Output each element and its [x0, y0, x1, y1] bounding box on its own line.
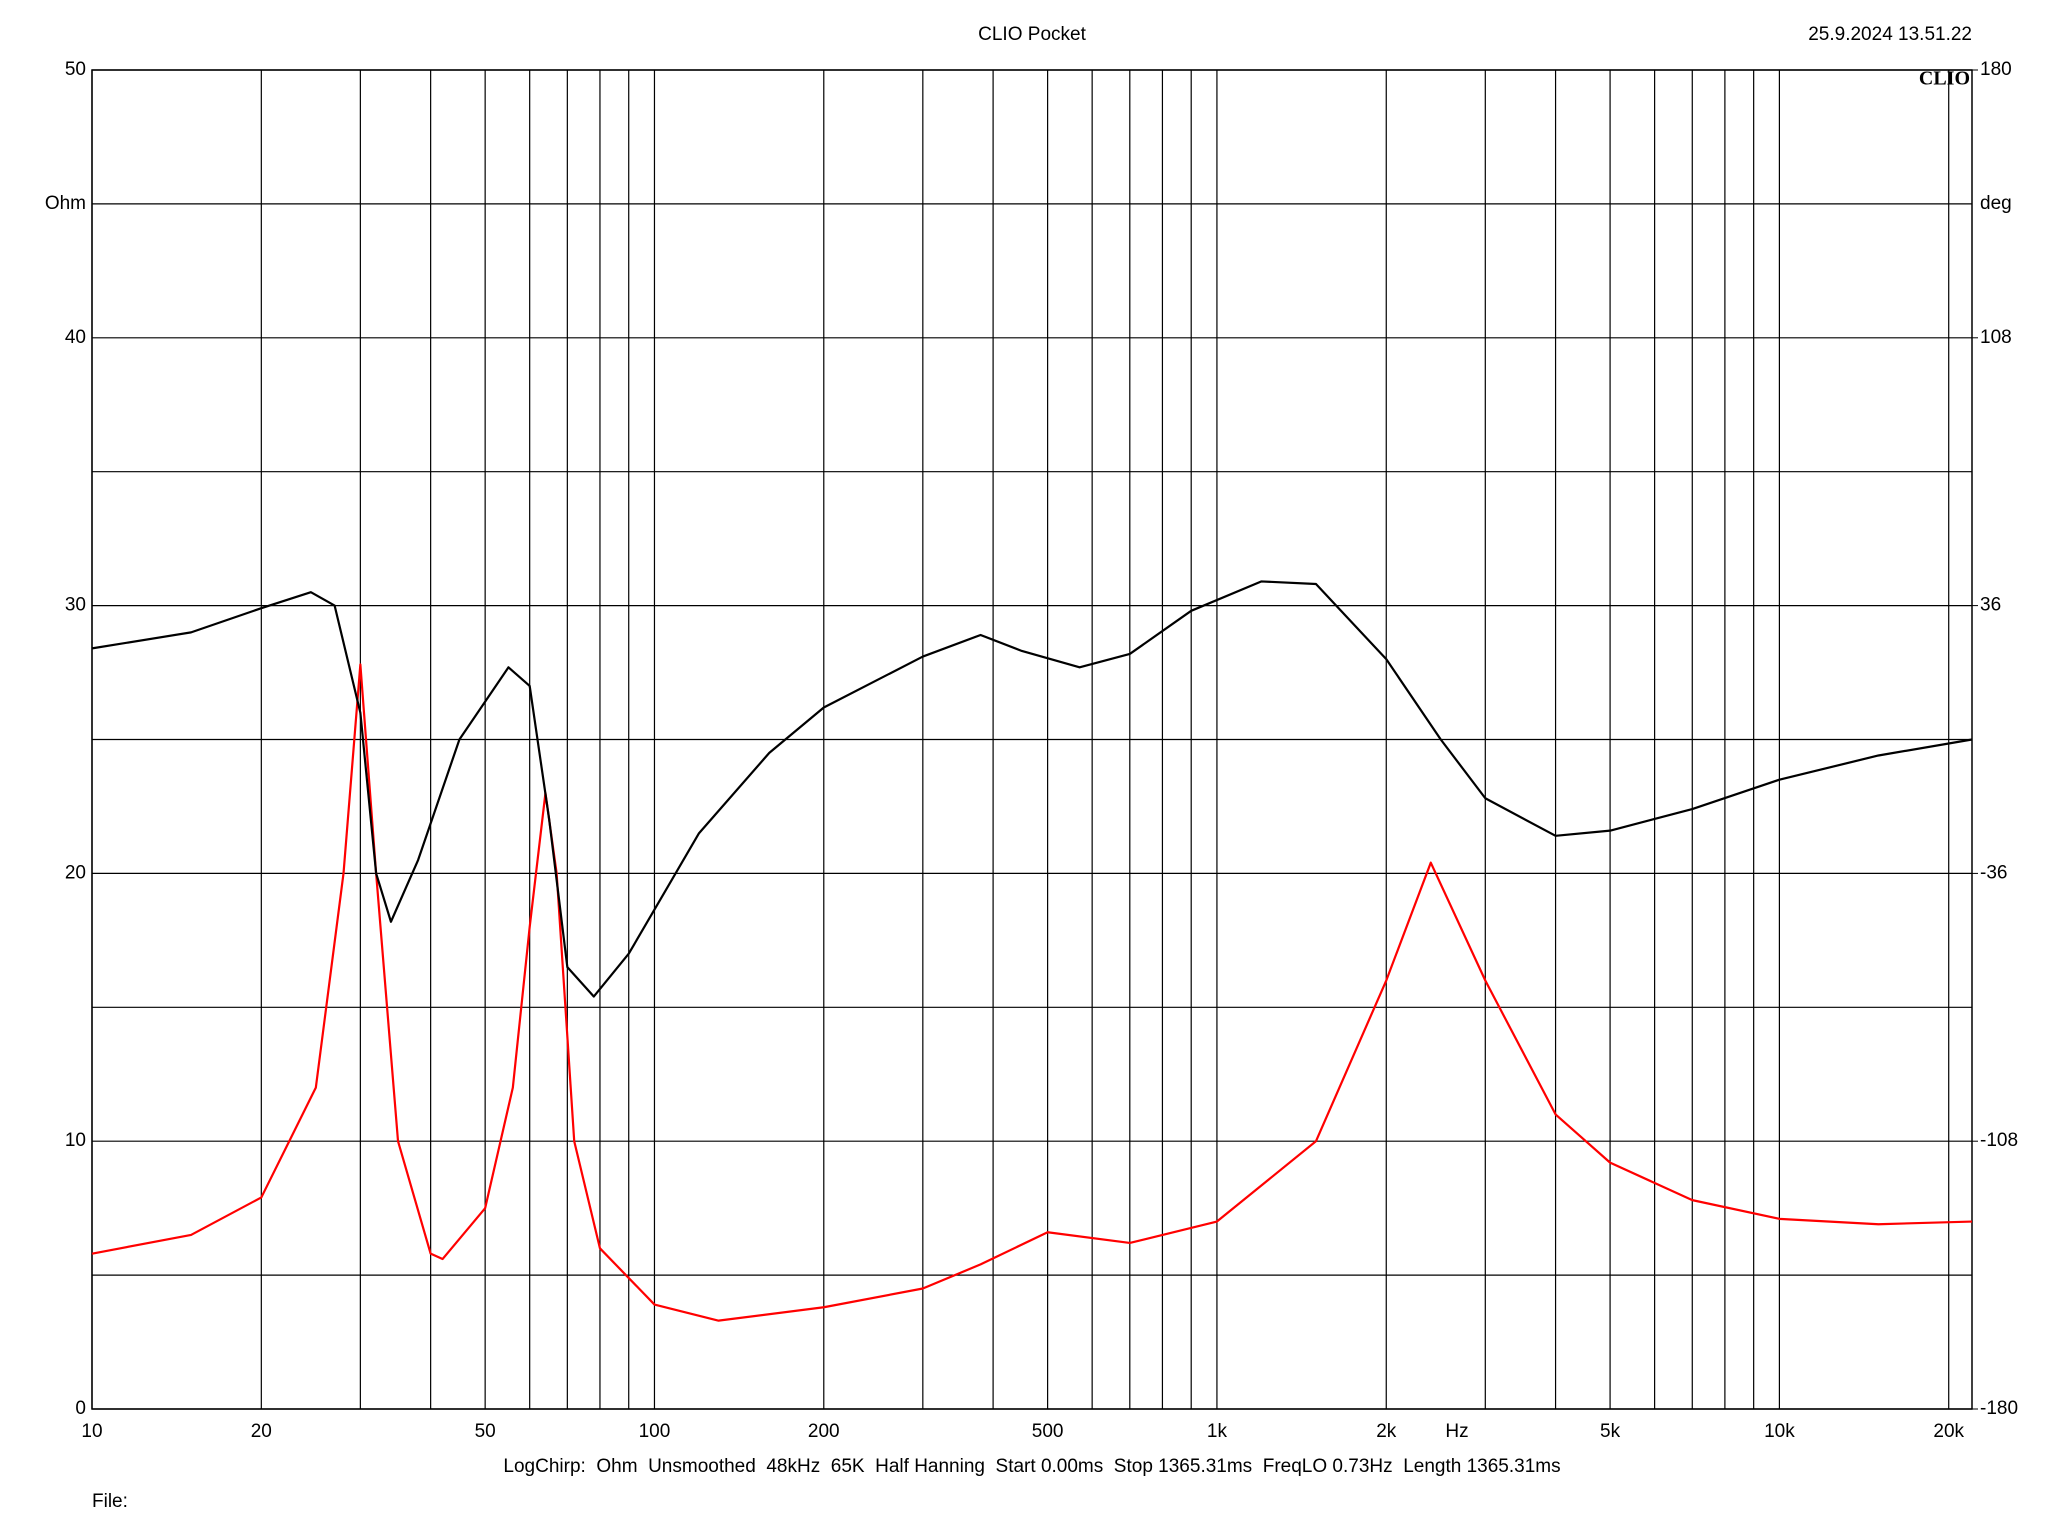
x-tick-label: 20 [251, 1421, 272, 1442]
chart-title: CLIO Pocket [978, 24, 1086, 45]
x-tick-label: 50 [475, 1421, 496, 1442]
x-tick-label: 500 [1032, 1421, 1064, 1442]
x-tick-label: 200 [808, 1421, 840, 1442]
logo: CLIO [1919, 68, 1970, 90]
y-tick-label: 0 [75, 1398, 86, 1419]
timestamp: 25.9.2024 13.51.22 [1808, 24, 1972, 45]
x-tick-label: 1k [1207, 1421, 1228, 1442]
y2-tick-label: -180 [1980, 1398, 2018, 1419]
y-tick-label: 30 [65, 595, 86, 616]
file-label: File: [92, 1491, 128, 1512]
y-tick-label: 40 [65, 327, 86, 348]
y2-tick-label: -108 [1980, 1130, 2018, 1151]
y2-tick-label: 36 [1980, 595, 2001, 616]
y2-axis-label: deg [1980, 193, 2012, 214]
series-line [91, 580, 1973, 998]
y-axis-label: Ohm [45, 193, 86, 214]
footer: LogChirp: Ohm Unsmoothed 48kHz 65K Half … [503, 1456, 1560, 1477]
y2-tick-label: 180 [1980, 59, 2012, 80]
x-tick-label: 100 [639, 1421, 671, 1442]
y-tick-label: 10 [65, 1130, 86, 1151]
series-line [91, 663, 1973, 1322]
y-tick-label: 20 [65, 862, 86, 883]
y-tick-label: 50 [65, 59, 86, 80]
x-tick-label: 10k [1764, 1421, 1795, 1442]
y2-tick-label: -36 [1980, 862, 2007, 883]
x-axis-label: Hz [1445, 1421, 1468, 1442]
y2-tick-label: 108 [1980, 327, 2012, 348]
x-tick-label: 5k [1600, 1421, 1621, 1442]
x-tick-label: 10 [81, 1421, 102, 1442]
x-tick-label: 2k [1376, 1421, 1397, 1442]
x-tick-label: 20k [1933, 1421, 1964, 1442]
